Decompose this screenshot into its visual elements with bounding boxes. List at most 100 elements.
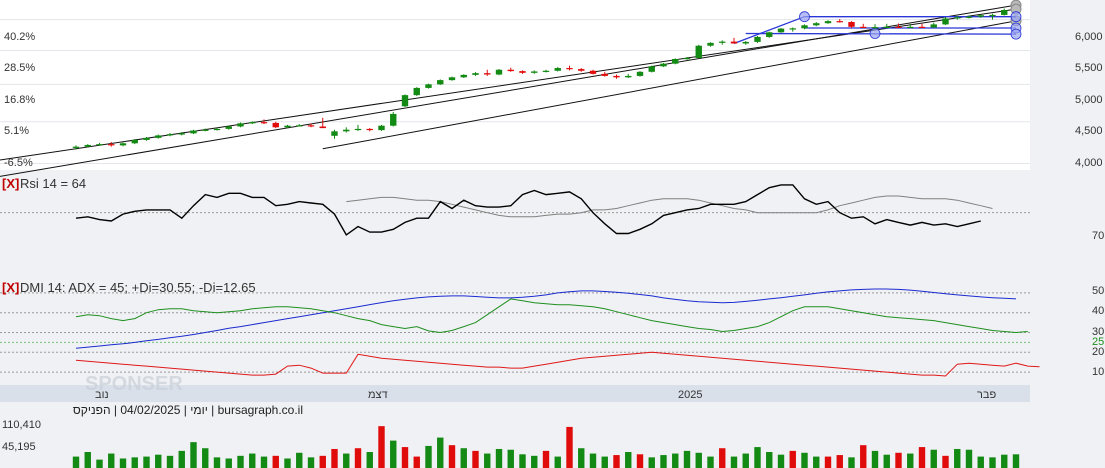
volume-bar (272, 455, 279, 468)
candle-up (166, 134, 174, 136)
candle-up (871, 27, 879, 29)
volume-bar (531, 455, 538, 468)
time-axis-label: פבר (977, 389, 996, 401)
candle-up (813, 23, 820, 26)
candle-up (742, 41, 749, 44)
volume-bar (84, 452, 91, 468)
volume-bar (554, 456, 561, 468)
candle-up (695, 45, 702, 59)
volume-bar (883, 454, 890, 468)
candle-down (272, 122, 279, 128)
adx-line (75, 288, 1017, 349)
candle-up (766, 32, 773, 37)
channel-line (733, 16, 805, 45)
volume-bar (813, 456, 820, 468)
volume-bar (977, 456, 984, 468)
volume-bar (871, 450, 879, 468)
time-axis-label: 2025 (678, 389, 702, 401)
volume-bar (695, 452, 702, 468)
candle-up (202, 129, 209, 131)
candle-down (108, 144, 115, 146)
volume-bar (343, 453, 350, 468)
volume-bar (636, 454, 644, 468)
candle-down (507, 69, 514, 72)
volume-bar (836, 455, 843, 468)
volume-bar (918, 447, 926, 468)
volume-bar (284, 458, 291, 468)
volume-bar (660, 455, 667, 468)
time-axis-band (0, 385, 1030, 402)
dmi-tick-label: 30 (1092, 326, 1104, 338)
volume-bar (460, 448, 467, 468)
volume-bar (366, 452, 373, 468)
candle-down (578, 69, 585, 71)
rsi-tick-label: 70 (1092, 230, 1104, 242)
candle-down (484, 73, 491, 75)
volume-bar (448, 445, 456, 468)
rsi-close-button[interactable]: [X] (2, 176, 19, 191)
volume-bar (495, 448, 503, 468)
candle-up (96, 144, 103, 146)
candle-up (178, 133, 185, 135)
volume-bar (519, 454, 526, 468)
volume-bar (296, 452, 303, 468)
candle-up (296, 125, 303, 127)
percent-tick-label: 28.5% (4, 62, 35, 74)
channel-line (745, 32, 1017, 35)
volume-bar (507, 449, 514, 468)
candle-up (531, 71, 538, 73)
candle-up (119, 143, 127, 146)
candle-up (495, 69, 503, 75)
volume-bar (589, 453, 597, 468)
volume-bar (672, 453, 679, 468)
candle-up (437, 80, 444, 85)
candle-up (683, 58, 691, 60)
info-bar-text: יומי | 04/02/2025 | הפניקס | bursagraph.… (73, 403, 303, 417)
candle-up (448, 77, 456, 81)
volume-bar (484, 453, 491, 468)
volume-bar (683, 450, 691, 468)
plus-di-line (75, 298, 1028, 334)
time-axis: נוב דצמ 2025 פבר (95, 389, 996, 401)
candle-up (954, 17, 961, 19)
dmi-close-button[interactable]: [X] (2, 280, 19, 295)
volume-axis: 110,410 45,195 (2, 419, 41, 453)
candle-up (907, 26, 914, 29)
volume-bar (249, 453, 256, 468)
candle-down (519, 71, 526, 73)
candle-up (989, 14, 996, 17)
candle-up (719, 41, 726, 43)
volume-bar (319, 455, 326, 468)
volume-bar (225, 458, 232, 468)
dmi-axis: 50 40 30 25 20 10 (1092, 285, 1104, 378)
volume-bar (143, 456, 150, 468)
volume-bar (777, 454, 785, 468)
price-tick-label: 6,000 (1075, 31, 1103, 43)
candle-down (589, 70, 597, 74)
candle-up (155, 135, 162, 138)
candle-up (425, 84, 432, 88)
volume-bar (848, 457, 855, 468)
candle-up (883, 26, 890, 29)
price-axis: 6,000 5,500 5,000 4,500 4,000 (1075, 31, 1103, 169)
candle-down (918, 26, 926, 29)
candle-down (730, 41, 738, 44)
volume-bar (378, 426, 385, 468)
rsi-title: Rsi 14 = 64 (20, 176, 86, 191)
volume-bar (260, 456, 268, 468)
volume-bar (754, 447, 761, 468)
candle-down (319, 126, 326, 129)
volume-bar (155, 454, 162, 468)
candle-down (895, 26, 902, 29)
volume-bar (601, 456, 608, 468)
candle-down (366, 128, 373, 131)
volume-bar (108, 453, 115, 468)
volume-bar (472, 450, 479, 468)
volume-bar (213, 457, 221, 468)
volume-bar (801, 452, 808, 468)
volume-bar (895, 452, 902, 468)
volume-bar (824, 456, 832, 468)
volume-bar (331, 448, 338, 468)
candle-up (965, 16, 973, 18)
candle-up (413, 87, 420, 96)
